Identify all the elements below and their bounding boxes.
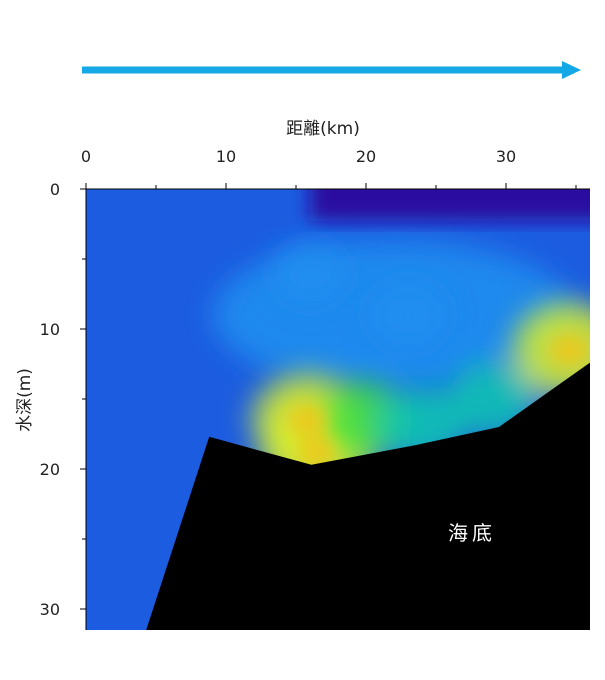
y-tick-label: 20 [40,460,60,479]
heatmap-hotspot [274,242,346,304]
x-tick-label: 30 [496,147,516,166]
heatmap-hotspot [370,282,446,348]
heatmap-field [86,189,590,630]
y-tick-label: 30 [40,600,60,619]
heatmap-surface-layer [310,189,590,222]
seabed-area [146,362,590,630]
heatmap-hotspot-core [297,436,337,469]
y-tick-label: 0 [50,180,60,199]
x-tick-label: 0 [81,147,91,166]
heatmap-hotspots [252,242,590,500]
x-tick-label: 20 [356,147,376,166]
direction-arrow [82,61,581,79]
x-tick-label: 10 [216,147,236,166]
heatmap-hotspot-core [549,334,589,366]
seabed-label: 海底 [448,521,496,545]
heatmap-hotspot-core [287,404,328,436]
heatmap-hotspot-cores [287,334,589,469]
y-tick-label: 10 [40,320,60,339]
y-ticks: 0 10 20 30 [40,180,86,619]
y-axis-title: 水深(m) [15,368,35,432]
x-ticks: 0 10 20 30 [81,147,577,189]
x-axis-title: 距離(km) [286,119,360,139]
